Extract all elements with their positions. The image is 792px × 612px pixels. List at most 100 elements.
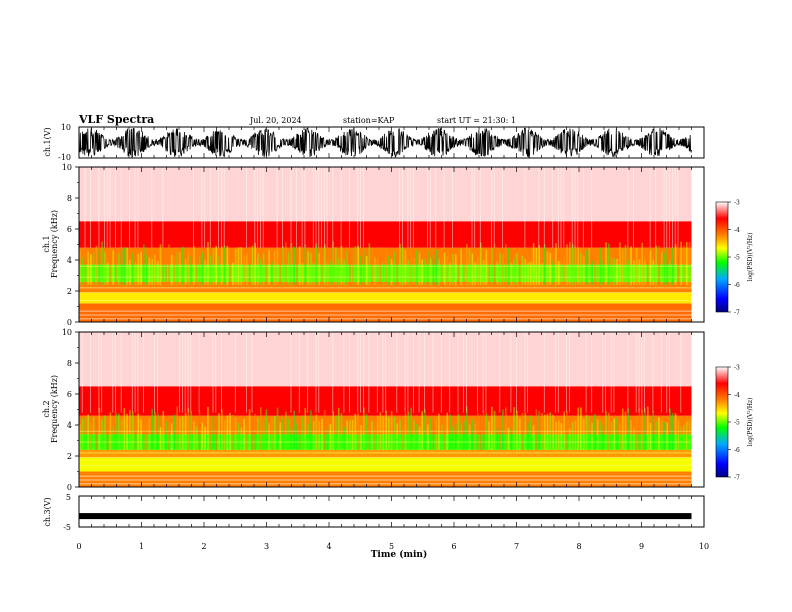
spectrogram-streak: [368, 243, 371, 285]
spectrogram-streak: [321, 261, 323, 285]
spectrogram-streak: [165, 254, 167, 285]
spectrogram-streak: [229, 251, 231, 285]
spectrogram-streak: [574, 420, 577, 450]
ch1-ytick-bottom: -10: [58, 153, 71, 162]
spectrogram-streak: [182, 246, 184, 285]
spectrogram-streak: [182, 416, 184, 450]
spectrogram-white-streak: [234, 332, 236, 413]
spectrogram-streak: [685, 242, 688, 285]
spectrogram-streak: [616, 258, 618, 285]
spectrogram-streak: [81, 257, 84, 285]
spectrogram-streak: [388, 417, 390, 450]
spectrogram-white-streak: [672, 167, 673, 248]
spectrogram-white-streak: [304, 167, 306, 248]
spectrogram-streak: [79, 424, 81, 450]
spectrogram-streak: [131, 252, 134, 285]
spectrogram-white-streak: [477, 332, 478, 413]
spectrogram-streak: [232, 262, 234, 285]
spectrogram-streak: [337, 407, 340, 450]
spectrogram-white-streak: [257, 167, 258, 248]
spectrogram-streak: [176, 252, 178, 285]
spectrogram-streak: [312, 420, 315, 450]
spectrogram-streak: [424, 408, 426, 450]
spectrogram-white-streak: [221, 167, 222, 248]
spectrogram-white-streak: [318, 167, 320, 248]
spectrogram-streak: [354, 246, 357, 285]
spectrogram-white-streak: [602, 332, 604, 413]
spectrogram-streak: [318, 421, 320, 450]
spectrogram-white-streak: [376, 332, 378, 413]
spectrogram-white-streak: [209, 167, 211, 248]
spectrogram-streak: [621, 408, 624, 450]
spectrogram-streak: [376, 415, 379, 450]
spectrogram-white-streak: [98, 167, 100, 248]
spectrogram-white-streak: [131, 332, 133, 413]
spectrogram-streak: [296, 261, 298, 285]
spectrogram-streak: [287, 418, 290, 450]
spectrogram-streak: [569, 428, 571, 450]
spectrogram-streak: [134, 261, 137, 285]
spectrogram-streak: [438, 259, 440, 285]
spectrogram-white-streak: [527, 332, 528, 413]
spectrogram-streak: [371, 248, 373, 285]
spectrogram-white-streak: [307, 332, 309, 413]
spectrogram-white-streak: [106, 167, 108, 248]
spectrogram-streak: [293, 246, 295, 285]
spectrogram-streak: [390, 259, 393, 285]
spectrogram-white-streak: [649, 167, 651, 248]
spectrogram-white-streak: [301, 167, 303, 248]
spectrogram-streak: [343, 259, 346, 285]
spectrogram-streak: [569, 242, 571, 285]
spectrogram-streak: [310, 410, 312, 450]
spectrogram-streak: [285, 411, 287, 450]
spectrogram-streak: [644, 260, 646, 285]
spectrogram-streak: [535, 409, 538, 450]
spectrogram-white-streak: [466, 332, 467, 413]
spectrogram-streak: [493, 243, 496, 285]
spectrogram-streak: [318, 253, 320, 285]
spectrogram-white-streak: [312, 167, 314, 248]
spectrogram-white-streak: [129, 167, 130, 248]
spectrogram-streak: [257, 417, 259, 450]
colorbar-tick-label: -6: [734, 282, 740, 289]
spectrogram-streak: [221, 246, 223, 285]
ch1-spectrogram-panel: 0 2 4 6 8 10 ch.1 Frequency (kHz): [42, 163, 705, 327]
spectrogram-white-streak: [201, 167, 203, 248]
spectrogram-blank: [691, 167, 704, 322]
spectrogram-white-streak: [101, 332, 103, 413]
spectrogram-white-streak: [669, 167, 670, 248]
ch2-colorbar: -3 -4 -5 -6 -7 log(PSD)(V²/Hz): [715, 365, 754, 482]
spectrogram-streak: [538, 411, 540, 450]
colorbar-tick-label: -3: [734, 365, 740, 372]
spectrogram-streak: [137, 413, 140, 450]
ytick-label: 0: [67, 318, 72, 327]
spectrogram-streak: [371, 421, 373, 450]
spectrogram-white-streak: [193, 167, 194, 248]
spectrogram-white-streak: [246, 167, 247, 248]
spectrogram-streak: [499, 253, 501, 285]
spectrogram-streak: [616, 417, 618, 450]
spectrogram-streak: [594, 413, 596, 450]
spectrogram-white-streak: [324, 167, 325, 248]
spectrogram-streak: [201, 251, 204, 285]
spectrogram-white-streak: [524, 332, 526, 413]
spectrogram-streak: [346, 250, 348, 285]
spectrogram-band-2: [79, 449, 692, 458]
spectrogram-white-streak: [435, 167, 437, 248]
spectrogram-streak: [351, 420, 354, 450]
spectrogram-streak: [271, 261, 273, 285]
spectrogram-streak: [571, 422, 574, 450]
spectrogram-white-streak: [120, 332, 122, 413]
spectrogram-streak: [580, 407, 582, 450]
ytick-label: 4: [67, 256, 72, 265]
spectrogram-streak: [524, 258, 527, 285]
spectrogram-white-streak: [610, 332, 612, 413]
spectrogram-streak: [260, 258, 262, 285]
spectrogram-streak: [552, 259, 554, 285]
spectrogram-streak: [438, 413, 440, 450]
spectrogram-white-streak: [452, 167, 453, 248]
spectrogram-streak: [324, 244, 326, 285]
spectrogram-streak: [287, 252, 290, 285]
spectrogram-white-streak: [633, 167, 634, 248]
spectrogram-streak: [393, 416, 396, 450]
